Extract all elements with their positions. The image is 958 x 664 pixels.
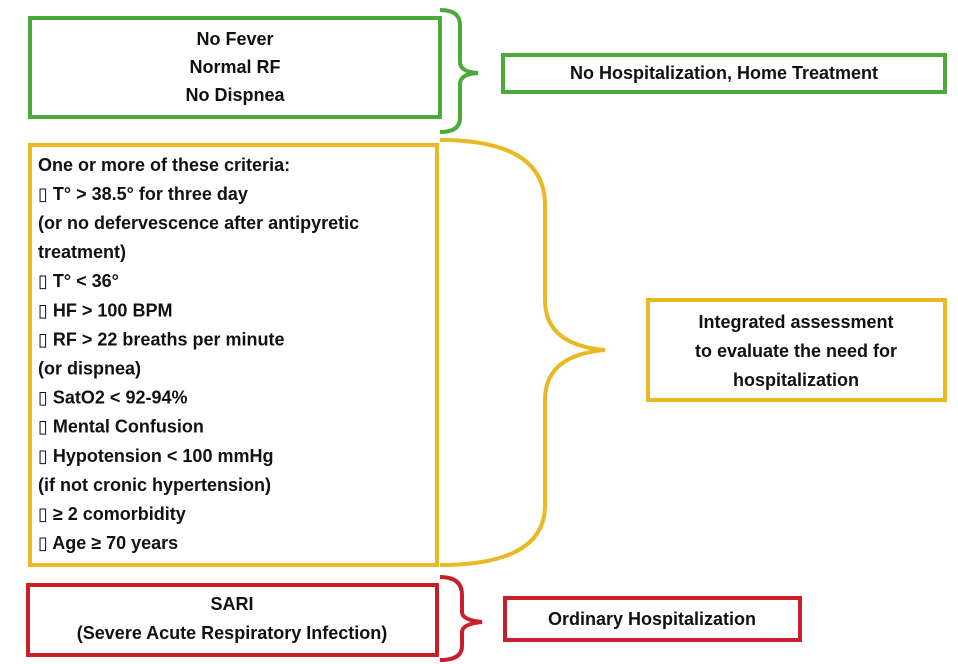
green-box xyxy=(28,16,442,119)
yellow-outcome-box xyxy=(646,298,947,402)
label: (or no defervescence after antipyretic xyxy=(38,213,359,233)
label: Normal RF xyxy=(189,57,280,77)
label: ▯ Age ≥ 70 years xyxy=(38,533,178,553)
label: (or dispnea) xyxy=(38,358,141,378)
label: No Dispnea xyxy=(185,85,285,105)
label: ▯ SatO2 < 92-94% xyxy=(38,388,187,408)
label: ▯ Hypotension < 100 mmHg xyxy=(38,446,273,466)
label: to evaluate the need for xyxy=(695,341,897,361)
yellow-box xyxy=(28,143,439,567)
red-outcome-box xyxy=(503,596,802,642)
label: No Hospitalization, Home Treatment xyxy=(570,63,878,83)
label: treatment) xyxy=(38,242,126,262)
label: ▯ T° > 38.5° for three day xyxy=(38,184,248,204)
label: SARI xyxy=(210,594,253,614)
label: (if not cronic hypertension) xyxy=(38,475,271,495)
label: Ordinary Hospitalization xyxy=(548,609,756,629)
green-bracket xyxy=(439,8,479,134)
label: ▯ HF > 100 BPM xyxy=(38,300,172,320)
label: No Fever xyxy=(196,29,273,49)
red-box xyxy=(26,583,439,657)
label: Integrated assessment xyxy=(698,312,893,332)
yellow-bracket xyxy=(439,138,606,567)
label: (Severe Acute Respiratory Infection) xyxy=(77,623,387,643)
green-outcome-box xyxy=(501,53,947,94)
label: ▯ Mental Confusion xyxy=(38,417,204,437)
label: One or more of these criteria: xyxy=(38,155,290,175)
red-bracket xyxy=(439,575,483,662)
label: ▯ RF > 22 breaths per minute xyxy=(38,329,284,349)
label: ▯ T° < 36° xyxy=(38,271,119,291)
label: ▯ ≥ 2 comorbidity xyxy=(38,504,186,524)
label: hospitalization xyxy=(733,370,859,390)
